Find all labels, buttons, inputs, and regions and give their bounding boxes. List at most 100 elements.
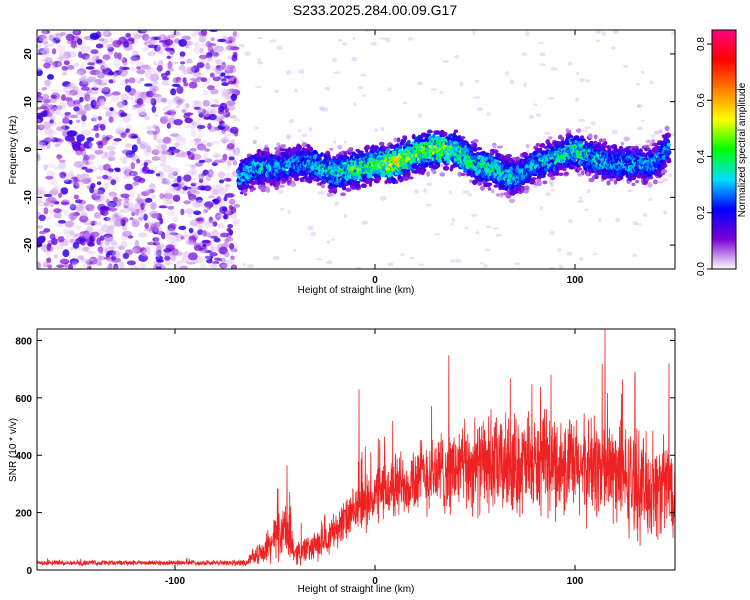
heatmap-cell	[76, 68, 87, 75]
heatmap-cell	[584, 126, 591, 130]
heatmap-cell	[103, 182, 109, 191]
heatmap-cell	[220, 139, 231, 143]
heatmap-cell	[178, 65, 186, 71]
heatmap-cell	[345, 156, 349, 160]
heatmap-cell	[138, 111, 147, 118]
heatmap-cell	[206, 142, 213, 148]
heatmap-cell	[183, 113, 191, 119]
heatmap-cell	[182, 186, 192, 190]
heatmap-cell	[102, 245, 110, 250]
heatmap-cell	[53, 254, 59, 259]
heatmap-cell	[85, 204, 95, 210]
heatmap-cell	[360, 94, 366, 97]
heatmap-cell	[131, 153, 138, 161]
heatmap-cell	[151, 156, 161, 161]
heatmap-cell	[135, 197, 142, 203]
heatmap-cell	[332, 156, 337, 160]
heatmap-cell	[120, 81, 129, 87]
heatmap-cell	[160, 72, 168, 78]
heatmap-cell	[129, 190, 136, 199]
heatmap-cell	[615, 217, 621, 223]
heatmap-cell	[77, 143, 86, 152]
heatmap-cell	[108, 191, 118, 197]
heatmap-cell	[181, 256, 191, 264]
heatmap-cell	[554, 170, 560, 175]
heatmap-cell	[475, 79, 480, 84]
heatmap-cell	[398, 145, 403, 149]
heatmap-cell	[215, 65, 222, 69]
heatmap-cell	[171, 148, 181, 153]
heatmap-cell	[190, 164, 196, 169]
heatmap-cell	[307, 146, 314, 152]
heatmap-cell	[153, 132, 158, 141]
heatmap-cell	[123, 175, 130, 180]
heatmap-cell	[196, 143, 207, 151]
heatmap-cell	[523, 82, 527, 88]
heatmap-cell	[59, 174, 65, 179]
heatmap-cell	[73, 62, 80, 67]
heatmap-cell	[326, 240, 331, 244]
heatmap-cell	[95, 222, 103, 227]
heatmap-cell	[87, 177, 92, 183]
heatmap-cell	[220, 64, 228, 72]
heatmap-cell	[179, 265, 188, 269]
heatmap-cell	[92, 100, 102, 107]
heatmap-cell	[281, 144, 286, 149]
heatmap-cell	[492, 149, 499, 154]
heatmap-cell	[198, 222, 204, 229]
heatmap-cell	[74, 199, 83, 204]
heatmap-cell	[136, 98, 144, 105]
heatmap-cell	[94, 149, 104, 155]
heatmap-cell	[45, 175, 54, 180]
heatmap-cell	[136, 66, 142, 70]
heatmap-cell	[125, 128, 130, 134]
heatmap-cell	[69, 204, 77, 211]
heatmap-cell	[156, 65, 163, 72]
heatmap-cell	[149, 73, 160, 82]
heatmap-cell	[37, 124, 43, 130]
heatmap-cell	[46, 257, 52, 264]
heatmap-cell	[208, 113, 217, 121]
heatmap-cell	[204, 148, 210, 152]
heatmap-cell	[122, 60, 128, 66]
heatmap-cell	[572, 157, 577, 163]
heatmap-cell	[85, 66, 95, 70]
heatmap-cell	[199, 47, 204, 54]
heatmap-cell	[186, 58, 193, 64]
heatmap-cell	[73, 176, 78, 185]
heatmap-cell	[186, 67, 191, 75]
heatmap-cell	[83, 231, 91, 239]
heatmap-cell	[108, 79, 114, 84]
heatmap-cell	[80, 159, 87, 166]
heatmap-cell	[360, 183, 367, 188]
heatmap-cell	[540, 63, 546, 66]
heatmap-cell	[333, 140, 337, 144]
heatmap-cell	[279, 207, 285, 211]
heatmap-cell	[577, 199, 584, 204]
heatmap-cell	[37, 97, 45, 105]
heatmap-cell	[96, 247, 107, 254]
heatmap-cell	[98, 38, 105, 42]
heatmap-cell	[89, 231, 100, 238]
heatmap-cell	[234, 84, 240, 89]
heatmap-cell	[120, 100, 125, 108]
heatmap-cell	[152, 87, 157, 96]
heatmap-cell	[107, 155, 116, 162]
heatmap-cell	[550, 182, 554, 188]
heatmap-cell	[138, 263, 145, 269]
heatmap-cell	[122, 230, 132, 238]
heatmap-cell	[163, 192, 173, 200]
heatmap-cell	[42, 30, 47, 37]
heatmap-cell	[82, 246, 89, 252]
heatmap-cell	[565, 141, 570, 146]
heatmap-cell	[107, 71, 115, 76]
heatmap-cell	[582, 129, 588, 132]
heatmap-cell	[121, 149, 132, 154]
heatmap-cell	[128, 77, 136, 84]
heatmap-cell	[99, 98, 106, 105]
heatmap-cell	[297, 128, 302, 133]
heatmap-cell	[113, 213, 119, 219]
heatmap-cell	[331, 238, 335, 241]
heatmap-cell	[257, 57, 262, 62]
heatmap-cell	[208, 195, 216, 199]
